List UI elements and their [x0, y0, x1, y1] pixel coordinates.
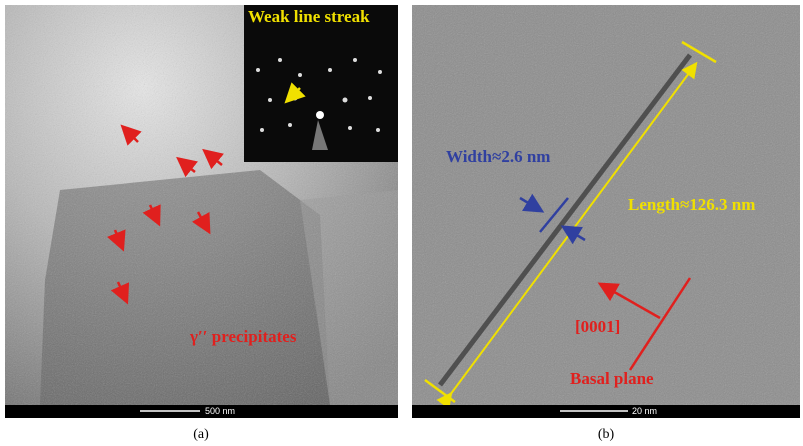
direction-annotation: [0001] [575, 317, 620, 336]
scale-bar-label: 500 nm [205, 406, 235, 416]
plane-annotation: Basal plane [570, 369, 654, 388]
width-annotation: Width≈2.6 nm [446, 147, 550, 166]
figure: Weak line streak γ′′ precipitates 500 nm… [0, 0, 803, 446]
scale-bar-label: 20 nm [632, 406, 657, 416]
panel-b: Length≈126.3 nm Width≈2.6 nm [0001] Basa… [412, 5, 800, 442]
precipitate-annotation: γ′′ precipitates [189, 327, 297, 346]
inset-annotation: Weak line streak [248, 7, 370, 26]
panel-a: Weak line streak γ′′ precipitates 500 nm… [5, 5, 398, 442]
panel-label: (a) [193, 427, 209, 442]
length-annotation: Length≈126.3 nm [628, 195, 755, 214]
panel-label: (b) [598, 427, 615, 442]
